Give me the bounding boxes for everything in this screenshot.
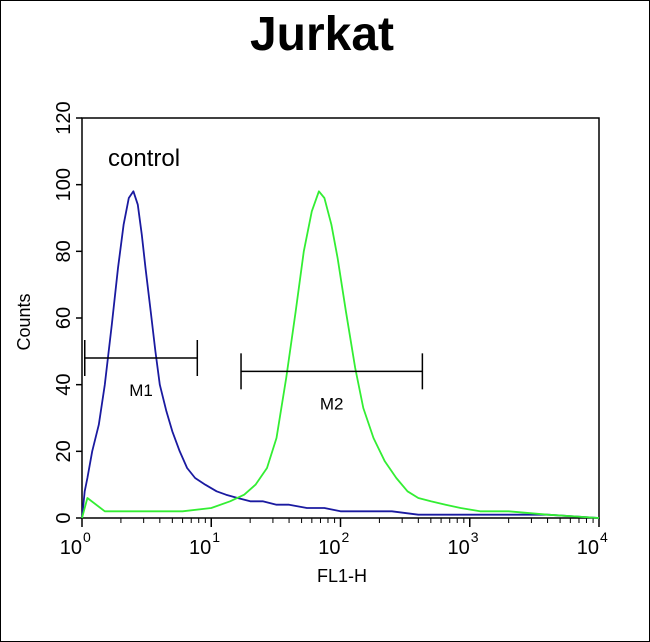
x-tick-exponent: 1 [212,529,220,545]
x-tick-base: 10 [577,537,599,559]
y-tick-label: 120 [53,101,75,134]
x-tick-base: 10 [189,537,211,559]
series-line-1 [81,190,600,519]
control-annotation: control [108,145,180,172]
x-tick-label: 10 [318,537,340,559]
x-tick-base: 10 [60,537,82,559]
x-tick-base: 10 [318,537,340,559]
x-tick-label: 10 [448,537,470,559]
marker-label: M2 [320,394,344,413]
x-tick-label: 10 [60,537,82,559]
y-axis: 0 20 40 60 80 100 120 [53,101,82,524]
y-tick-label: 40 [53,374,75,396]
y-tick-label: 80 [53,240,75,262]
x-tick-label: 10 [189,537,211,559]
chart-title: Jurkat [250,8,394,61]
x-tick-label: 10 [577,537,599,559]
y-tick-label: 20 [53,440,75,462]
x-tick-exponent: 4 [600,529,608,545]
y-tick-label: 60 [53,307,75,329]
x-tick-exponent: 0 [83,529,91,545]
plot-area [81,117,600,519]
y-axis-label: Counts [14,293,34,350]
x-tick-exponent: 3 [471,529,479,545]
y-tick-label: 0 [53,512,75,523]
marker-label: M1 [129,381,153,400]
x-tick-exponent: 2 [342,529,350,545]
marker-group: M1 M2 [83,340,424,413]
series-line-2 [81,190,600,519]
x-axis: 10 0 10 1 10 2 10 3 10 4 [60,518,608,559]
series-group [81,190,600,519]
x-tick-base: 10 [448,537,470,559]
y-tick-label: 100 [53,168,75,201]
x-axis-label: FL1-H [317,566,367,586]
